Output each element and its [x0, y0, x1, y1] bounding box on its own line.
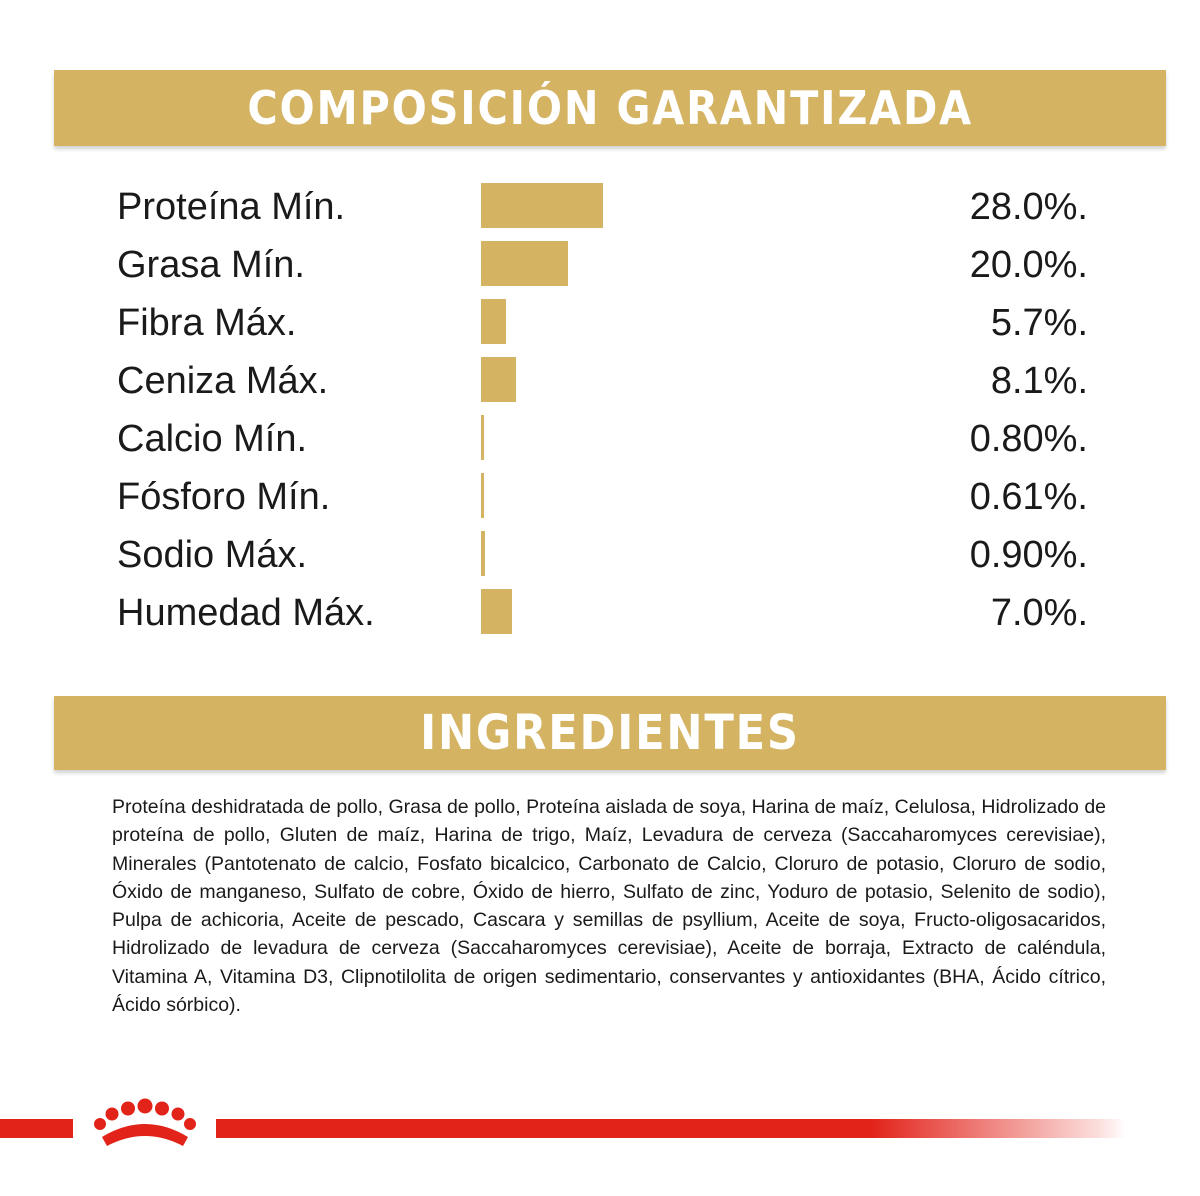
- ingredients-banner: INGREDIENTES: [54, 696, 1166, 770]
- ingredients-title: INGREDIENTES: [420, 705, 800, 761]
- composition-banner: COMPOSICIÓN GARANTIZADA: [54, 70, 1166, 146]
- nutrient-label: Ceniza Máx.: [117, 360, 329, 402]
- nutrient-label: Fibra Máx.: [117, 302, 297, 344]
- nutrient-bar: [481, 299, 506, 344]
- nutrient-value: 0.61%.: [969, 476, 1088, 518]
- ingredients-text: Proteína deshidratada de pollo, Grasa de…: [112, 796, 1107, 1017]
- nutrient-row: Proteína Mín. 28.0%.: [0, 181, 1200, 239]
- nutrient-label: Fósforo Mín.: [117, 476, 331, 518]
- composition-title: COMPOSICIÓN GARANTIZADA: [247, 81, 973, 135]
- nutrient-label: Sodio Máx.: [117, 534, 308, 576]
- nutrient-label: Humedad Máx.: [117, 592, 375, 634]
- nutrient-row: Sodio Máx. 0.90%.: [0, 529, 1200, 587]
- nutrient-bar: [481, 589, 512, 634]
- nutrient-bar: [481, 241, 568, 286]
- nutrient-bar: [481, 357, 516, 402]
- nutrient-row: Grasa Mín. 20.0%.: [0, 239, 1200, 297]
- nutrient-value: 28.0%.: [969, 186, 1088, 228]
- nutrient-row: Humedad Máx. 7.0%.: [0, 587, 1200, 645]
- nutrient-value: 20.0%.: [969, 244, 1088, 286]
- nutrient-bar: [481, 183, 603, 228]
- nutrient-bar: [481, 531, 485, 576]
- nutrient-bar: [481, 473, 484, 518]
- nutrient-value: 0.90%.: [969, 534, 1088, 576]
- footer-red-line-right: [216, 1119, 1126, 1138]
- nutrient-value: 5.7%.: [990, 302, 1088, 344]
- nutrient-bar: [481, 415, 484, 460]
- nutrient-value: 0.80%.: [969, 418, 1088, 460]
- nutrient-value: 7.0%.: [990, 592, 1088, 634]
- nutrient-row: Ceniza Máx. 8.1%.: [0, 355, 1200, 413]
- nutrient-row: Calcio Mín. 0.80%.: [0, 413, 1200, 471]
- footer-red-line-left: [0, 1119, 73, 1138]
- royal-canin-crown-icon: [94, 1098, 196, 1146]
- nutrient-row: Fósforo Mín. 0.61%.: [0, 471, 1200, 529]
- nutrient-label: Calcio Mín.: [117, 418, 308, 460]
- nutrient-label: Proteína Mín.: [117, 186, 346, 228]
- nutrient-value: 8.1%.: [990, 360, 1088, 402]
- nutrient-row: Fibra Máx. 5.7%.: [0, 297, 1200, 355]
- nutrient-label: Grasa Mín.: [117, 244, 305, 286]
